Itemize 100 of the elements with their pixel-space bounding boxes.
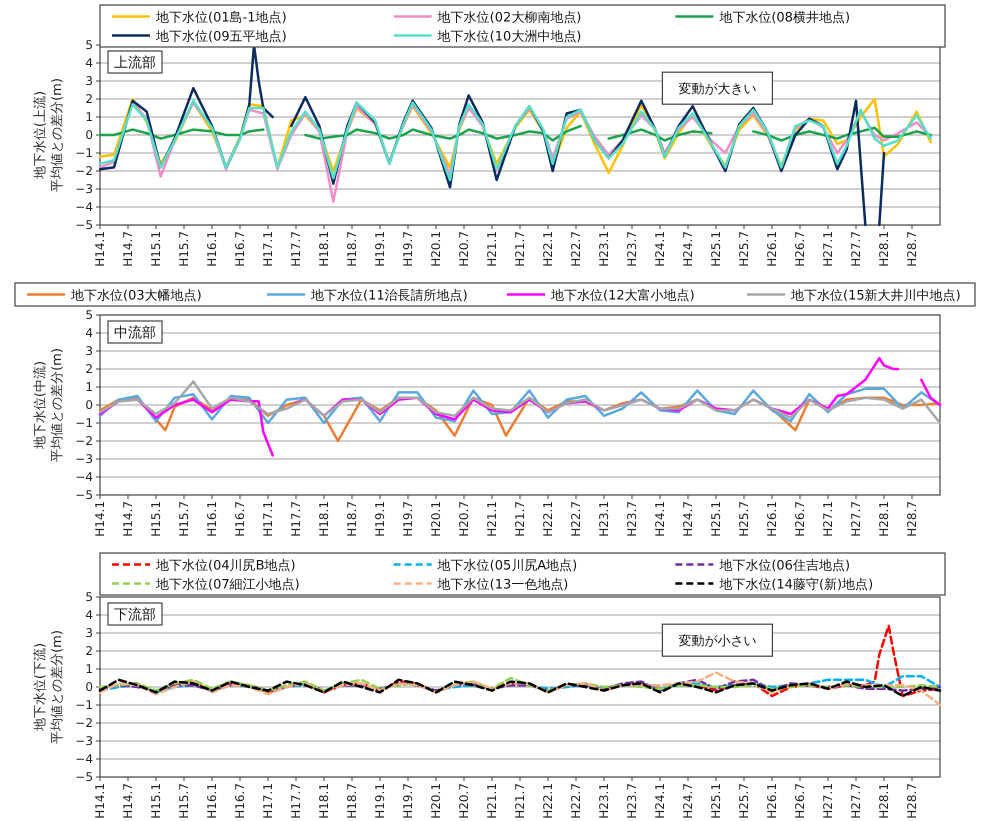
annotation: 変動が大きい xyxy=(678,80,756,97)
x-tick-label: H19.1 xyxy=(373,231,387,267)
y-tick-label: 0 xyxy=(85,398,93,412)
x-tick-label: H27.1 xyxy=(821,783,835,819)
x-tick-label: H21.1 xyxy=(485,231,499,267)
x-tick-label: H20.7 xyxy=(457,783,471,819)
x-tick-label: H18.7 xyxy=(345,501,359,537)
y-axis-title: 地下水位(中流) 平均値との差分(m) xyxy=(32,348,65,462)
x-tick-label: H15.1 xyxy=(149,501,163,537)
x-tick-label: H17.1 xyxy=(261,501,275,537)
x-tick-label: H16.7 xyxy=(233,501,247,537)
x-tick-label: H26.1 xyxy=(765,783,779,819)
y-tick-label: −2 xyxy=(75,716,93,730)
x-tick-label: H19.7 xyxy=(401,501,415,537)
legend-label: 地下水位(08横井地点) xyxy=(718,10,850,26)
x-tick-label: H17.1 xyxy=(261,783,275,819)
y-tick-label: 5 xyxy=(85,38,93,52)
x-tick-label: H21.7 xyxy=(513,231,527,267)
x-tick-label: H23.7 xyxy=(625,783,639,819)
y-tick-label: −3 xyxy=(75,452,93,466)
x-tick-label: H21.7 xyxy=(513,783,527,819)
x-tick-label: H20.7 xyxy=(457,501,471,537)
y-tick-label: 1 xyxy=(85,110,93,124)
x-tick-label: H14.7 xyxy=(121,501,135,537)
x-tick-label: H25.1 xyxy=(709,501,723,537)
y-tick-label: 0 xyxy=(85,680,93,694)
x-tick-label: H19.7 xyxy=(401,783,415,819)
y-tick-label: −1 xyxy=(75,146,93,160)
x-tick-label: H17.7 xyxy=(289,501,303,537)
x-tick-label: H18.1 xyxy=(317,783,331,819)
x-tick-label: H14.7 xyxy=(121,783,135,819)
x-tick-label: H20.1 xyxy=(429,231,443,267)
x-tick-label: H16.7 xyxy=(233,231,247,267)
x-tick-label: H15.1 xyxy=(149,783,163,819)
y-tick-label: −3 xyxy=(75,734,93,748)
y-tick-label: −3 xyxy=(75,182,93,196)
x-tick-label: H22.7 xyxy=(569,231,583,267)
y-tick-label: −5 xyxy=(75,218,93,232)
legend-label: 地下水位(02大柳南地点) xyxy=(436,10,582,26)
legend-label: 地下水位(10大洲中地点) xyxy=(436,30,582,44)
x-tick-label: H18.1 xyxy=(317,231,331,267)
x-tick-label: H14.7 xyxy=(121,231,135,267)
x-tick-label: H15.7 xyxy=(177,231,191,267)
x-tick-label: H27.1 xyxy=(821,501,835,537)
legend-label: 地下水位(14藤守(新)地点) xyxy=(718,578,874,592)
x-tick-label: H23.7 xyxy=(625,501,639,537)
x-tick-label: H26.7 xyxy=(793,501,807,537)
x-tick-label: H22.7 xyxy=(569,501,583,537)
annotation: 上流部 xyxy=(114,55,156,72)
x-tick-label: H20.7 xyxy=(457,231,471,267)
y-tick-label: −4 xyxy=(75,200,93,214)
y-tick-label: −1 xyxy=(75,698,93,712)
annotation: 変動が小さい xyxy=(678,632,756,649)
x-tick-label: H22.1 xyxy=(541,783,555,819)
x-tick-label: H28.7 xyxy=(905,783,919,819)
y-tick-label: −2 xyxy=(75,434,93,448)
legend-label: 地下水位(09五平地点) xyxy=(155,30,287,44)
legend-label: 地下水位(15新大井川中地点) xyxy=(790,288,961,304)
legend-label: 地下水位(11治長請所地点) xyxy=(310,288,468,304)
x-tick-label: H16.1 xyxy=(205,231,219,267)
x-tick-label: H25.1 xyxy=(709,783,723,819)
y-tick-label: −2 xyxy=(75,164,93,178)
x-tick-label: H28.7 xyxy=(905,231,919,267)
x-tick-label: H18.7 xyxy=(345,231,359,267)
x-tick-label: H25.7 xyxy=(737,783,751,819)
x-tick-label: H14.1 xyxy=(93,501,107,537)
x-tick-label: H21.7 xyxy=(513,501,527,537)
x-tick-label: H21.1 xyxy=(485,783,499,819)
legend-label: 地下水位(12大富小地点) xyxy=(550,288,695,304)
x-tick-label: H22.1 xyxy=(541,501,555,537)
y-tick-label: 2 xyxy=(85,362,93,376)
x-tick-label: H15.7 xyxy=(177,783,191,819)
x-tick-label: H15.7 xyxy=(177,501,191,537)
y-tick-label: 4 xyxy=(85,608,93,622)
x-tick-label: H24.1 xyxy=(653,231,667,267)
x-tick-label: H24.1 xyxy=(653,783,667,819)
legend-label: 地下水位(07細江小地点) xyxy=(155,578,300,592)
x-tick-label: H23.7 xyxy=(625,231,639,267)
x-tick-label: H19.1 xyxy=(373,501,387,537)
line-series xyxy=(98,671,942,706)
x-tick-label: H22.1 xyxy=(541,231,555,267)
y-tick-label: 3 xyxy=(85,344,93,358)
y-tick-label: −5 xyxy=(75,770,93,784)
x-tick-label: H18.7 xyxy=(345,783,359,819)
x-tick-label: H23.1 xyxy=(597,783,611,819)
y-tick-label: 3 xyxy=(85,74,93,88)
x-tick-label: H28.1 xyxy=(877,501,891,537)
y-tick-label: −5 xyxy=(75,488,93,502)
x-tick-label: H16.7 xyxy=(233,783,247,819)
x-tick-label: H15.1 xyxy=(149,231,163,267)
x-tick-label: H20.1 xyxy=(429,501,443,537)
legend-label: 地下水位(01島-1地点) xyxy=(155,10,287,26)
legend-label: 地下水位(03大幡地点) xyxy=(70,288,202,304)
y-tick-label: 4 xyxy=(85,326,93,340)
line-series xyxy=(98,678,942,698)
x-tick-label: H19.7 xyxy=(401,231,415,267)
x-tick-label: H16.1 xyxy=(205,501,219,537)
x-tick-label: H27.1 xyxy=(821,231,835,267)
x-tick-label: H26.7 xyxy=(793,231,807,267)
x-tick-label: H27.7 xyxy=(849,783,863,819)
